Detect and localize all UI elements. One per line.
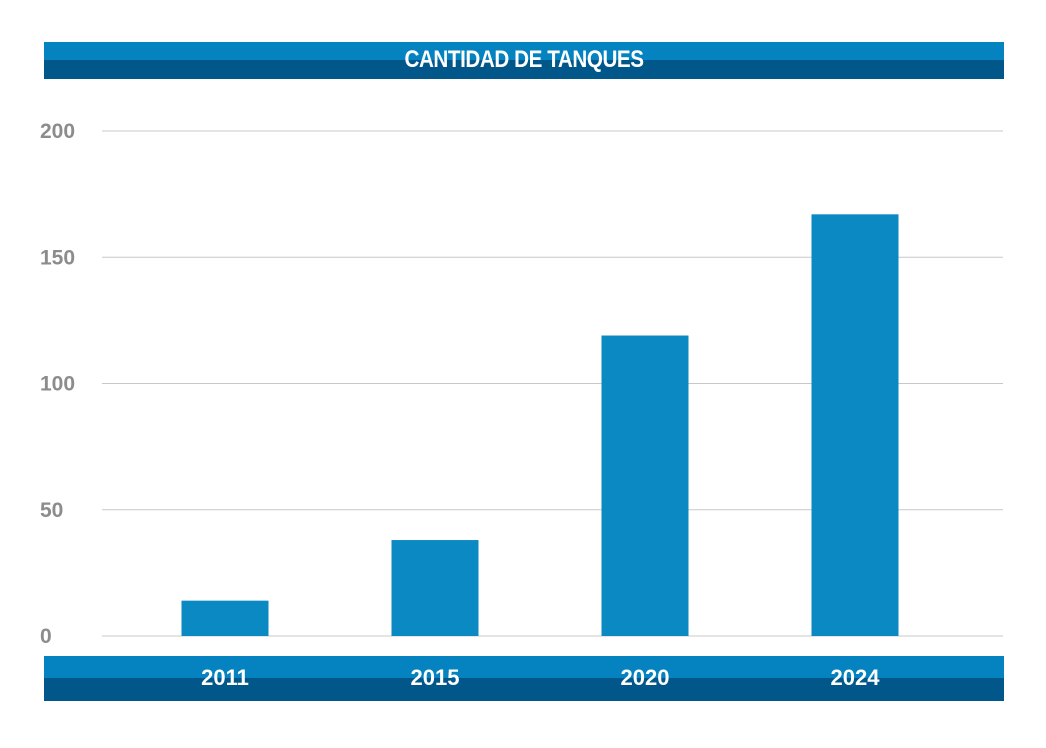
y-tick-label: 200 (40, 120, 75, 143)
x-tick-label: 2011 (201, 665, 249, 690)
title-band: CANTIDAD DE TANQUES (44, 42, 1004, 79)
y-tick-label: 100 (40, 373, 75, 396)
y-tick-label: 0 (40, 625, 52, 648)
y-tick-label: 150 (40, 246, 75, 269)
x-axis-band (44, 656, 1004, 701)
bar-2024 (811, 214, 899, 636)
x-tick-label: 2020 (621, 665, 670, 690)
x-tick-label: 2015 (411, 665, 460, 690)
bar-2020 (601, 335, 689, 636)
bar-2011 (181, 600, 269, 636)
y-tick-label: 50 (40, 499, 63, 522)
bar-2015 (391, 540, 479, 636)
x-tick-label: 2024 (831, 665, 881, 690)
chart-title: CANTIDAD DE TANQUES (404, 45, 644, 73)
